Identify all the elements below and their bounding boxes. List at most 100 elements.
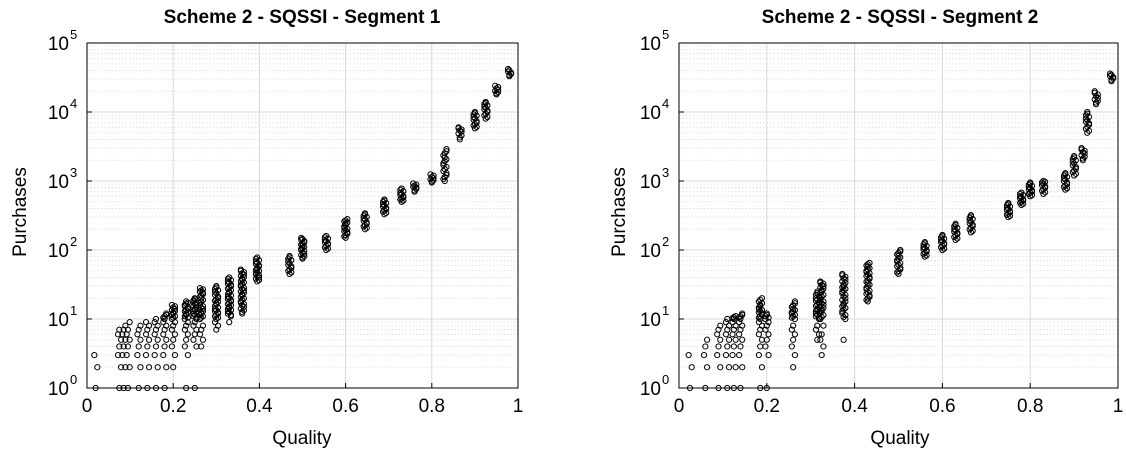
x-tick-label: 0.6 — [332, 396, 358, 417]
plot-frame — [86, 42, 519, 389]
data-point — [171, 303, 179, 310]
data-point — [820, 322, 827, 329]
data-point — [842, 315, 849, 323]
data-point — [839, 284, 846, 291]
data-point — [1085, 113, 1093, 121]
data-point — [114, 351, 122, 359]
data-point — [1005, 201, 1012, 208]
data-point — [1078, 152, 1085, 159]
data-point — [814, 336, 821, 343]
data-point — [171, 351, 179, 359]
data-point — [765, 331, 772, 338]
data-point — [732, 336, 739, 343]
data-point — [1017, 195, 1024, 202]
data-point — [190, 322, 197, 329]
y-tick-exponent: 4 — [662, 96, 669, 111]
y-tick-label: 10 — [640, 379, 661, 400]
data-point — [168, 343, 176, 350]
data-point — [1082, 118, 1090, 125]
data-point — [151, 319, 158, 326]
data-point — [1060, 172, 1068, 179]
data-point — [161, 313, 168, 320]
data-point — [301, 250, 308, 257]
data-point — [184, 351, 191, 359]
data-point — [820, 343, 827, 350]
data-point — [1038, 179, 1046, 186]
data-point — [758, 300, 766, 307]
data-point — [117, 364, 125, 371]
data-point — [126, 319, 133, 326]
data-point — [252, 258, 260, 265]
data-point — [1085, 120, 1093, 127]
data-point — [939, 233, 946, 240]
x-tick-label: 0 — [82, 396, 93, 417]
data-point — [790, 364, 797, 371]
data-point — [237, 299, 244, 306]
data-point — [967, 229, 975, 236]
x-tick-label: 0.8 — [419, 396, 445, 417]
data-point — [239, 296, 246, 303]
data-point — [413, 181, 420, 188]
data-point — [1084, 129, 1091, 136]
data-point — [134, 351, 141, 359]
y-axis-label: Purchases — [10, 167, 31, 257]
data-point — [321, 234, 329, 241]
data-point — [135, 343, 142, 350]
y-tick-exponent: 5 — [662, 27, 669, 42]
data-point — [966, 214, 973, 221]
data-point — [288, 269, 295, 276]
data-point — [122, 336, 129, 343]
data-point — [765, 319, 772, 326]
data-points — [91, 65, 515, 392]
data-point — [430, 172, 437, 179]
data-point — [920, 246, 927, 253]
data-point — [142, 351, 150, 359]
data-point — [191, 296, 198, 303]
data-point — [252, 255, 260, 262]
x-tick-label: 1 — [513, 396, 524, 417]
data-point — [722, 351, 730, 359]
data-point — [762, 313, 769, 320]
y-tick-exponent: 0 — [70, 372, 77, 387]
data-point — [211, 305, 219, 313]
data-point — [758, 364, 766, 371]
data-point — [937, 234, 945, 241]
data-point — [170, 304, 177, 311]
data-point — [818, 331, 825, 338]
y-tick-exponent: 3 — [70, 165, 77, 180]
data-point — [788, 326, 795, 333]
data-point — [183, 336, 190, 343]
data-point — [181, 343, 188, 350]
data-point — [456, 134, 463, 141]
chart-title: Scheme 2 - SQSSI - Segment 2 — [762, 7, 1039, 28]
data-point — [443, 156, 450, 163]
data-point — [818, 293, 825, 300]
data-point — [839, 296, 846, 304]
data-point — [791, 351, 798, 359]
data-point — [1108, 71, 1115, 78]
data-point — [967, 213, 975, 220]
data-point — [493, 85, 500, 92]
data-point — [154, 364, 161, 371]
data-point — [430, 175, 437, 182]
data-point — [1017, 190, 1024, 197]
data-point — [1094, 91, 1101, 98]
data-point — [839, 310, 846, 317]
data-point — [126, 336, 133, 343]
data-point — [791, 298, 798, 305]
data-point — [181, 315, 188, 323]
data-point — [818, 313, 825, 321]
x-axis-label: Quality — [272, 428, 332, 449]
data-point — [842, 311, 849, 319]
data-point — [1063, 179, 1071, 186]
data-point — [298, 241, 305, 248]
data-point — [120, 343, 127, 350]
data-point — [224, 308, 232, 315]
data-point — [688, 364, 695, 371]
data-point — [116, 326, 123, 333]
data-point — [285, 261, 292, 268]
data-point — [198, 304, 205, 311]
data-point — [471, 125, 478, 132]
data-point — [951, 223, 958, 230]
y-tick-label: 10 — [640, 172, 661, 193]
